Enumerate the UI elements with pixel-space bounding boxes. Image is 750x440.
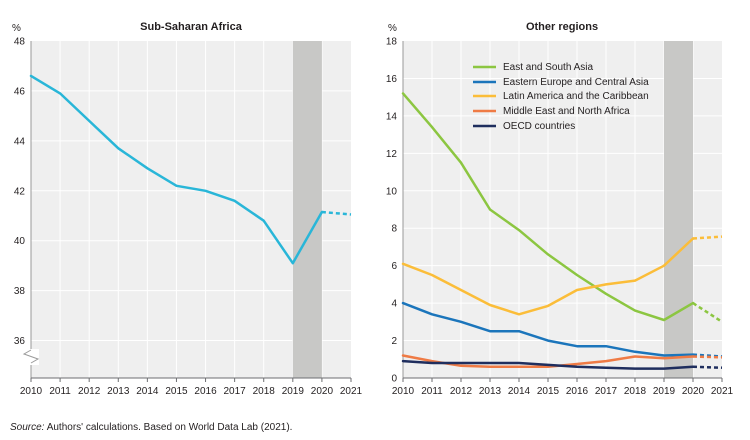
- x-tick-label: 2018: [624, 386, 647, 397]
- x-tick-label: 2020: [311, 386, 334, 397]
- legend-label: OECD countries: [503, 121, 575, 132]
- series-line: [401, 237, 695, 316]
- shaded-period: [292, 41, 322, 378]
- y-tick-label: 12: [386, 149, 398, 160]
- x-tick-label: 2011: [421, 386, 443, 397]
- x-tick-label: 2012: [450, 386, 473, 397]
- y-tick-label: 44: [14, 136, 26, 147]
- legend-item: Latin America and the Caribbean: [473, 91, 649, 102]
- x-tick-label: 2013: [479, 386, 502, 397]
- x-tick-label: 2014: [508, 386, 531, 397]
- series-line-projection: [692, 235, 723, 240]
- x-tick-label: 2015: [537, 386, 560, 397]
- y-tick-labels: 36 38 40 42 44 46 48: [14, 37, 26, 348]
- y-tick-label: 46: [14, 86, 26, 97]
- x-tick-label: 2017: [595, 386, 618, 397]
- x-tick-label: 2014: [136, 386, 159, 397]
- y-tick-label: 4: [391, 299, 397, 310]
- x-tick-label: 2020: [682, 386, 705, 397]
- series-latin-america-and-the-caribbean: [401, 235, 723, 316]
- x-tick-label: 2017: [224, 386, 247, 397]
- y-tick-label: 2: [391, 336, 397, 347]
- series-oecd-countries: [401, 359, 723, 370]
- y-tick-label: 0: [391, 374, 397, 385]
- y-tick-label: 48: [14, 37, 26, 48]
- series-line-projection: [692, 355, 723, 359]
- series-line-projection: [692, 302, 723, 323]
- series-east-and-south-asia: [401, 92, 723, 323]
- chart-other-regions: 0 2 4 6 8 10 12 14 16 18 2010 2011 2012 2013 2014 2015…: [386, 21, 734, 397]
- series-line: [29, 74, 324, 265]
- series-line: [401, 92, 695, 322]
- x-tick-label: 2021: [340, 386, 363, 397]
- y-tick-label: 8: [391, 224, 397, 235]
- y-tick-label: 10: [386, 186, 398, 197]
- x-tick-label: 2013: [107, 386, 130, 397]
- x-tick-label: 2012: [78, 386, 101, 397]
- chart-title: Other regions: [526, 21, 598, 33]
- x-tick-label: 2010: [392, 386, 415, 397]
- y-unit-label: %: [12, 23, 21, 34]
- x-tick-label: 2010: [20, 386, 43, 397]
- legend: East and South Asia Eastern Europe and C…: [473, 62, 649, 132]
- legend-label: Latin America and the Caribbean: [503, 91, 649, 102]
- series-sub-saharan-africa: [29, 74, 352, 265]
- source-text: Authors' calculations. Based on World Da…: [44, 422, 293, 433]
- y-tick-label: 6: [391, 261, 397, 272]
- y-tick-label: 40: [14, 236, 26, 247]
- legend-label: Middle East and North Africa: [503, 106, 630, 117]
- x-tick-label: 2018: [253, 386, 276, 397]
- legend-item: Middle East and North Africa: [473, 106, 630, 117]
- x-tick-label: 2016: [566, 386, 589, 397]
- x-tick-label: 2019: [282, 386, 305, 397]
- legend-label: East and South Asia: [503, 62, 594, 73]
- x-tick-label: 2019: [653, 386, 676, 397]
- legend-item: Eastern Europe and Central Asia: [473, 77, 649, 88]
- axis-break-marker: [22, 349, 40, 365]
- chart-title: Sub-Saharan Africa: [140, 21, 243, 33]
- source-label: Source:: [10, 422, 45, 433]
- legend-item: OECD countries: [473, 121, 575, 132]
- x-tick-labels: 2010 2011 2012 2013 2014 2015 2016 2017 2018 2019…: [20, 386, 363, 397]
- y-tick-labels: 0 2 4 6 8 10 12 14 16 18: [386, 37, 398, 385]
- series-layer: [401, 92, 723, 370]
- y-tick-label: 16: [386, 74, 398, 85]
- x-tick-label: 2011: [49, 386, 71, 397]
- axes: [402, 41, 723, 382]
- x-tick-label: 2015: [165, 386, 188, 397]
- y-tick-label: 36: [14, 336, 26, 347]
- series-line-projection: [321, 210, 352, 216]
- legend-label: Eastern Europe and Central Asia: [503, 77, 649, 88]
- source-note: Source: Authors' calculations. Based on …: [10, 422, 292, 433]
- y-tick-label: 18: [386, 37, 398, 48]
- x-tick-labels: 2010 2011 2012 2013 2014 2015 2016 2017 2018 2019…: [392, 386, 734, 397]
- series-line: [401, 301, 695, 357]
- legend-item: East and South Asia: [473, 62, 594, 73]
- y-tick-label: 42: [14, 186, 26, 197]
- series-layer: [29, 74, 352, 265]
- shaded-period: [664, 41, 693, 378]
- x-tick-label: 2016: [194, 386, 217, 397]
- y-tick-label: 14: [386, 111, 398, 122]
- y-unit-label: %: [388, 23, 397, 34]
- axes: [30, 41, 352, 382]
- x-tick-label: 2021: [711, 386, 734, 397]
- series-line-projection: [692, 365, 723, 369]
- y-tick-label: 38: [14, 286, 26, 297]
